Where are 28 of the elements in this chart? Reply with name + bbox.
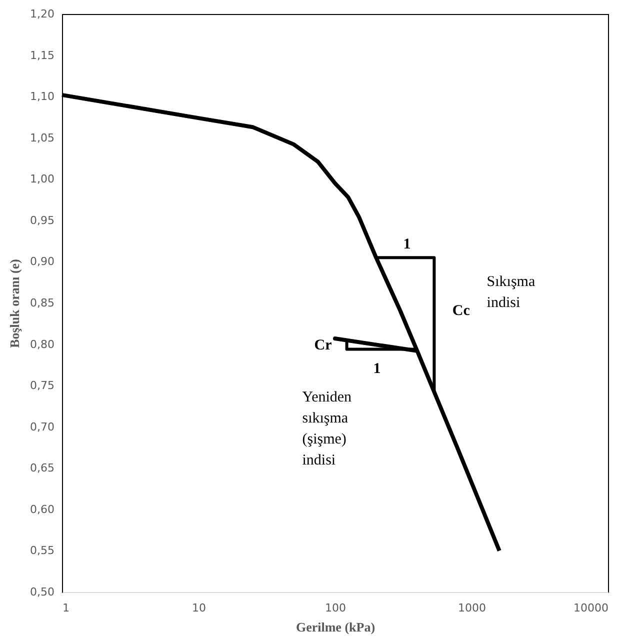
y-tick-label: 0,55 <box>30 544 54 558</box>
x-tick-label: 1 <box>62 602 70 614</box>
x-tick-label: 1000 <box>458 602 486 614</box>
y-tick-label: 0,95 <box>30 214 54 227</box>
annotation: Sıkışma indisi <box>486 274 536 312</box>
x-tick-label: 10 <box>192 602 206 614</box>
y-tick-label: 1,15 <box>30 48 54 62</box>
x-axis-title: Gerilme (kPa) <box>296 620 376 634</box>
y-tick-label: 1,10 <box>30 90 54 104</box>
y-axis-title: Boşluk oranı (e) <box>7 259 22 348</box>
annotation: 1 <box>403 236 411 253</box>
y-tick-label: 0,90 <box>30 255 54 268</box>
x-tick-label: 10000 <box>574 602 608 614</box>
annotation: Cr <box>314 338 332 354</box>
y-tick-label: 0,60 <box>30 502 54 516</box>
y-tick-label: 0,70 <box>30 420 54 434</box>
y-tick-label: 0,50 <box>30 586 54 598</box>
y-tick-label: 0,85 <box>30 296 54 310</box>
y-tick-label: 1,05 <box>30 131 54 144</box>
y-tick-label: 0,80 <box>30 338 54 351</box>
y-tick-label: 0,65 <box>30 462 54 475</box>
y-tick-label: 0,75 <box>30 379 54 392</box>
annotation: 1 <box>373 360 381 377</box>
y-tick-label: 1,00 <box>30 172 54 186</box>
y-tick-label: 1,20 <box>30 8 54 20</box>
annotation: Yeniden sıkışma (şişme) indisi <box>302 390 352 469</box>
annotation: Cc <box>452 303 470 319</box>
x-tick-label: 100 <box>325 602 346 614</box>
